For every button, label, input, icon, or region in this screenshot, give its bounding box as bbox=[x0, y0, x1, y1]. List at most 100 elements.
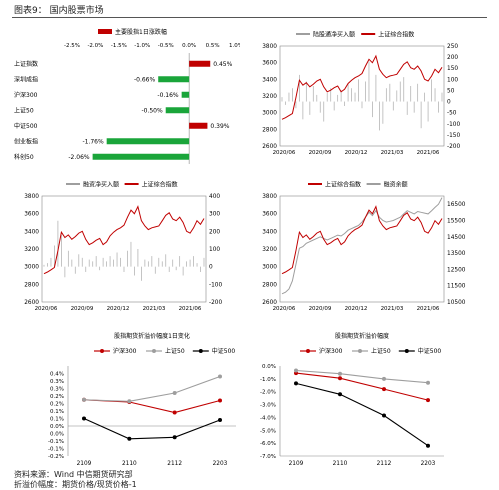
x-tick-label: 2021/03 bbox=[381, 150, 404, 156]
data-point bbox=[382, 376, 386, 381]
legend-label: 上证综合指数 bbox=[142, 181, 178, 189]
left-tick-label: 3800 bbox=[24, 194, 39, 200]
right-tick-label: -200 bbox=[209, 300, 222, 306]
bar bbox=[181, 91, 190, 98]
right-tick-label: -100 bbox=[209, 282, 222, 288]
left-tick-label: 3000 bbox=[24, 265, 39, 271]
right-tick-label: -50 bbox=[447, 111, 457, 117]
series-line-index bbox=[281, 54, 443, 120]
left-tick-label: 3600 bbox=[262, 61, 277, 67]
right-tick-label: -150 bbox=[447, 133, 460, 139]
x-tick-label: 0.5% bbox=[206, 43, 220, 49]
right-tick-label: 15500 bbox=[447, 218, 466, 224]
legend-label: 中证500 bbox=[418, 347, 442, 355]
panel-index-change: 主要股指1日涨跌幅 -2.5% -2.0% -1.5% -1.0% -0.5% 0.0% 0.… bbox=[10, 24, 240, 164]
right-tick-label: 200 bbox=[209, 229, 220, 235]
x-tick-label: 2112 bbox=[167, 461, 182, 467]
data-point bbox=[172, 410, 177, 415]
left-tick-label: 3400 bbox=[262, 77, 277, 83]
series-line bbox=[295, 372, 429, 401]
x-tick-label: 2020/09 bbox=[309, 306, 332, 312]
header-divider bbox=[12, 17, 487, 18]
bar bbox=[165, 107, 190, 114]
category-label: 上证指数 bbox=[14, 60, 38, 68]
legend-label: 融资净买入额 bbox=[83, 181, 119, 189]
bar bbox=[189, 122, 208, 129]
legend-marker bbox=[358, 349, 362, 353]
data-point bbox=[338, 392, 342, 397]
right-tick-label: 200 bbox=[447, 55, 458, 61]
x-tick-label: 2109 bbox=[77, 461, 92, 467]
data-point bbox=[172, 435, 177, 440]
x-tick-label: 1.0% bbox=[229, 43, 240, 49]
category-label: 创业板指 bbox=[14, 137, 38, 145]
left-tick-label: 3400 bbox=[24, 229, 39, 235]
right-tick-label: 150 bbox=[447, 66, 458, 72]
plot-frame bbox=[41, 195, 207, 303]
source-note: 资料来源：Wind 中信期货研究部 bbox=[14, 470, 133, 479]
left-tick-label: 3200 bbox=[24, 247, 39, 253]
value-label: -1.76% bbox=[82, 138, 104, 145]
value-label: -2.06% bbox=[68, 154, 90, 161]
right-tick-label: 100 bbox=[209, 247, 220, 253]
x-tick-label: 2020/06 bbox=[273, 150, 296, 156]
y-tick-label: 0.4% bbox=[50, 372, 64, 378]
x-tick-label: 2020/09 bbox=[309, 150, 332, 156]
y-tick-label: -3.0% bbox=[260, 403, 276, 409]
legend-label: 中证500 bbox=[212, 347, 236, 355]
right-tick-label: -100 bbox=[447, 122, 460, 128]
x-tick-label: 2203 bbox=[213, 461, 228, 467]
plot-frame bbox=[279, 195, 445, 303]
right-tick-label: 50 bbox=[447, 88, 455, 94]
left-tick-label: 3600 bbox=[24, 212, 39, 218]
left-tick-label: 3200 bbox=[262, 247, 277, 253]
panel-basis-level: 股指期货折溢价幅度 沪深300 上证50 中证500 -7.0% -6.0% -5.0% -4… bbox=[248, 328, 488, 468]
value-label: -0.16% bbox=[157, 92, 179, 99]
legend-marker bbox=[198, 349, 203, 353]
series-line bbox=[295, 382, 429, 447]
bar bbox=[92, 153, 190, 160]
y-tick-label: -6.0% bbox=[260, 441, 276, 447]
data-point bbox=[382, 387, 386, 392]
y-tick-label: -4.0% bbox=[260, 415, 276, 421]
y-tick-label: 0.1% bbox=[50, 409, 64, 415]
left-tick-label: 2800 bbox=[24, 282, 39, 288]
chart-northbound: 陆股通净买入额 上证综合指数 2600 2800 3000 3200 3400 3600 380… bbox=[262, 31, 460, 157]
x-tick-label: 2020/12 bbox=[107, 306, 130, 312]
legend-label: 上证综合指数 bbox=[378, 31, 414, 39]
value-label: 0.39% bbox=[210, 123, 229, 130]
x-tick-label: 2021/06 bbox=[417, 306, 440, 312]
y-tick-label: 0.1% bbox=[50, 417, 64, 423]
x-tick-label: 2110 bbox=[122, 461, 137, 467]
y-tick-label: 0.3% bbox=[50, 387, 64, 393]
legend-label: 沪深300 bbox=[319, 347, 343, 355]
data-point bbox=[426, 380, 430, 385]
y-tick-label: -5.0% bbox=[260, 428, 276, 434]
left-tick-label: 3000 bbox=[262, 265, 277, 271]
left-tick-label: 3800 bbox=[262, 44, 277, 50]
left-tick-label: 3800 bbox=[262, 194, 277, 200]
y-tick-label: -1.0% bbox=[260, 377, 276, 383]
data-point bbox=[218, 418, 222, 422]
data-point bbox=[127, 436, 132, 441]
chart-margin-buy: 融资净买入额 上证综合指数2600280030003200340036003800… bbox=[24, 181, 222, 313]
category-label: 沪深300 bbox=[14, 91, 38, 99]
value-label: -0.66% bbox=[134, 76, 156, 83]
plot-frame bbox=[279, 45, 445, 147]
category-label: 中证500 bbox=[14, 122, 38, 130]
x-tick-label: 2021/03 bbox=[381, 306, 404, 312]
right-tick-label: 16500 bbox=[447, 202, 466, 208]
right-tick-label: 13500 bbox=[447, 251, 466, 257]
x-tick-label: -2.0% bbox=[87, 43, 103, 49]
data-point bbox=[218, 398, 222, 403]
x-tick-label: -1.5% bbox=[111, 43, 127, 49]
category-label: 深圳成指 bbox=[14, 75, 38, 83]
data-point bbox=[218, 374, 222, 379]
y-tick-label: -0.1% bbox=[48, 439, 64, 445]
x-tick-label: 2020/12 bbox=[345, 306, 368, 312]
left-tick-label: 2600 bbox=[262, 300, 277, 306]
panel-margin-balance: 上证综合指数 融资余额 2600 2800 3000 3200 3400 3600 3800 10… bbox=[248, 174, 488, 318]
left-tick-label: 2800 bbox=[262, 282, 277, 288]
x-tick-label: 2021/06 bbox=[417, 150, 440, 156]
